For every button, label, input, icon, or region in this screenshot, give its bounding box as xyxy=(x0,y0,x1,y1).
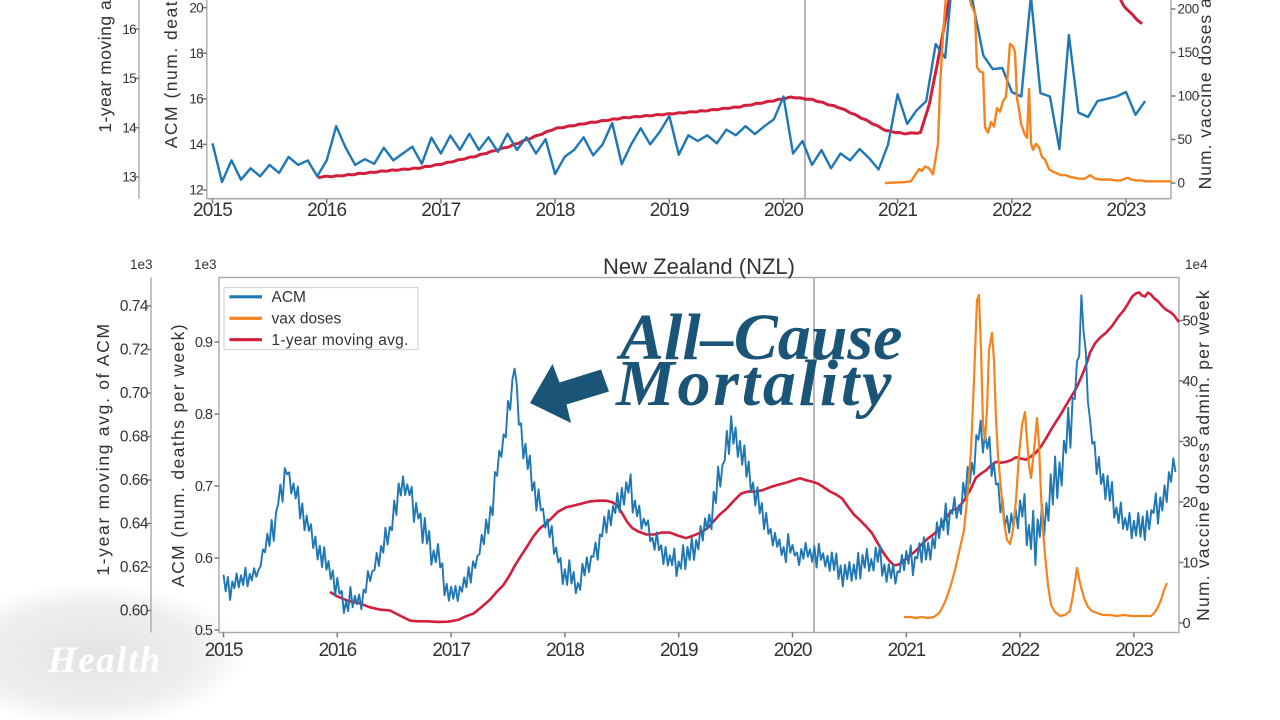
svg-text:20: 20 xyxy=(1183,495,1198,511)
svg-text:0.6: 0.6 xyxy=(195,551,213,567)
svg-text:14: 14 xyxy=(122,120,137,135)
svg-text:ACM: ACM xyxy=(272,289,306,306)
svg-text:50: 50 xyxy=(1183,313,1198,329)
svg-text:30: 30 xyxy=(1183,434,1198,450)
svg-text:16: 16 xyxy=(189,92,203,107)
svg-text:2023: 2023 xyxy=(1115,640,1153,661)
svg-text:0.8: 0.8 xyxy=(195,407,213,423)
svg-text:2019: 2019 xyxy=(660,640,698,661)
svg-text:2017: 2017 xyxy=(421,200,460,221)
svg-text:1-year moving avg.: 1-year moving avg. xyxy=(272,332,409,349)
svg-text:1-year moving avg. of ACM: 1-year moving avg. of ACM xyxy=(95,0,115,133)
svg-text:2019: 2019 xyxy=(650,200,689,221)
svg-text:13: 13 xyxy=(122,170,136,185)
svg-text:15: 15 xyxy=(122,71,136,86)
svg-text:2021: 2021 xyxy=(888,640,926,661)
svg-text:ACM (num. deaths per week): ACM (num. deaths per week) xyxy=(161,0,181,148)
svg-text:2020: 2020 xyxy=(774,640,812,661)
svg-text:1e3: 1e3 xyxy=(194,257,217,272)
svg-text:0.72: 0.72 xyxy=(120,341,148,358)
svg-text:2015: 2015 xyxy=(205,640,243,661)
svg-text:0: 0 xyxy=(1183,616,1191,632)
svg-text:0: 0 xyxy=(1178,176,1185,191)
svg-text:20: 20 xyxy=(189,0,203,15)
svg-text:0.64: 0.64 xyxy=(120,515,149,532)
svg-text:1e3: 1e3 xyxy=(130,257,153,272)
svg-text:2017: 2017 xyxy=(432,640,470,661)
svg-text:1e4: 1e4 xyxy=(1185,257,1208,272)
svg-text:0.66: 0.66 xyxy=(120,472,148,489)
svg-text:2023: 2023 xyxy=(1106,200,1145,221)
svg-text:2016: 2016 xyxy=(307,200,346,221)
svg-text:0.7: 0.7 xyxy=(195,479,213,495)
svg-text:0.70: 0.70 xyxy=(120,385,149,402)
svg-text:Mortality: Mortality xyxy=(615,347,894,420)
svg-text:2020: 2020 xyxy=(764,200,803,221)
svg-text:10: 10 xyxy=(1183,555,1198,571)
svg-text:0.74: 0.74 xyxy=(120,298,149,315)
svg-text:12: 12 xyxy=(189,183,203,198)
svg-text:100: 100 xyxy=(1178,89,1199,104)
svg-text:0.60: 0.60 xyxy=(120,602,149,619)
svg-text:2018: 2018 xyxy=(536,200,575,221)
svg-text:0.5: 0.5 xyxy=(195,623,213,639)
svg-text:Health: Health xyxy=(47,640,162,681)
svg-text:1-year moving avg. of ACM: 1-year moving avg. of ACM xyxy=(93,322,113,576)
svg-text:ACM (num. deaths per week): ACM (num. deaths per week) xyxy=(168,323,188,587)
svg-text:14: 14 xyxy=(189,137,204,152)
svg-text:2021: 2021 xyxy=(878,200,917,221)
svg-text:200: 200 xyxy=(1178,2,1199,17)
svg-text:Num. vaccine doses admin. per: Num. vaccine doses admin. per week xyxy=(1195,0,1215,189)
svg-text:0.9: 0.9 xyxy=(195,335,213,351)
svg-text:2022: 2022 xyxy=(1001,640,1039,661)
svg-text:150: 150 xyxy=(1178,45,1199,60)
svg-text:2016: 2016 xyxy=(319,640,357,661)
svg-text:40: 40 xyxy=(1183,374,1198,390)
svg-text:16: 16 xyxy=(122,22,136,37)
svg-text:2022: 2022 xyxy=(992,200,1031,221)
svg-text:0.62: 0.62 xyxy=(120,559,148,576)
svg-text:2015: 2015 xyxy=(193,200,232,221)
svg-text:2018: 2018 xyxy=(546,640,584,661)
svg-text:All–Cause: All–Cause xyxy=(616,301,902,374)
svg-text:0.68: 0.68 xyxy=(120,428,148,445)
svg-text:New Zealand (NZL): New Zealand (NZL) xyxy=(603,254,795,279)
svg-text:50: 50 xyxy=(1178,132,1192,147)
svg-text:Num. vaccine doses admin. per: Num. vaccine doses admin. per week xyxy=(1193,289,1213,621)
svg-text:18: 18 xyxy=(189,46,203,61)
svg-text:vax doses: vax doses xyxy=(272,311,342,328)
